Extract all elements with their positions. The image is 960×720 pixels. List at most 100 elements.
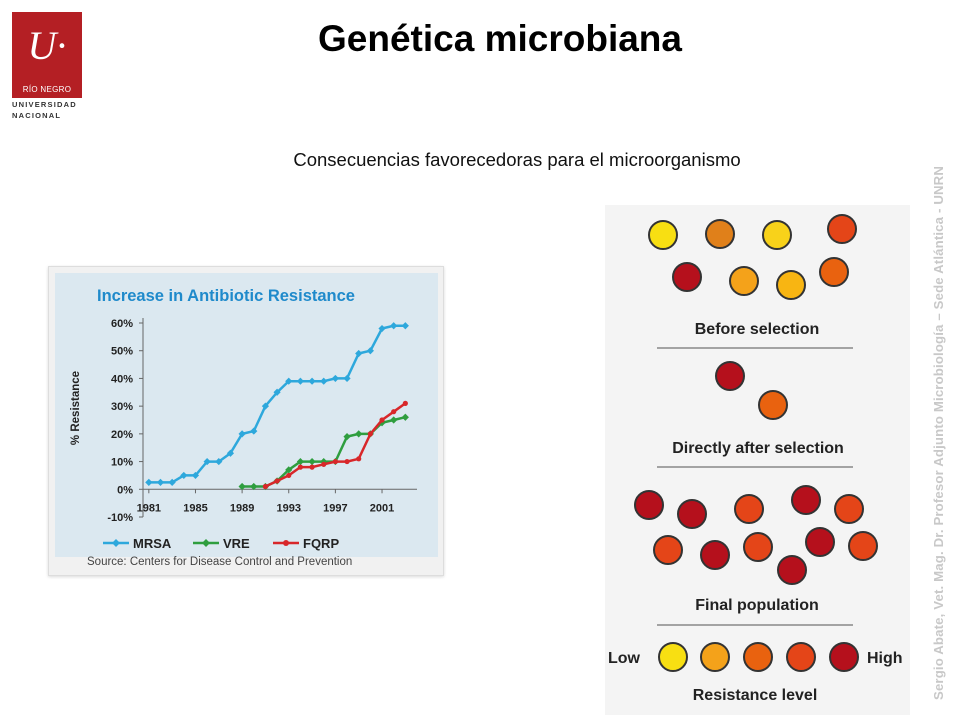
- cell: [762, 220, 792, 250]
- y-tick-label: 50%: [111, 346, 133, 358]
- data-point-fqrp: [367, 431, 373, 437]
- cell: [734, 494, 764, 524]
- data-point-mrsa: [296, 377, 305, 385]
- y-tick-label: 10%: [111, 457, 133, 469]
- data-point-vre: [250, 482, 258, 491]
- logo-region-text: RÍO NEGRO: [22, 85, 72, 94]
- data-point-mrsa: [401, 322, 409, 330]
- data-point-vre: [378, 419, 386, 427]
- label-resistance-level: Resistance level: [693, 687, 818, 704]
- x-tick-label: 2001: [370, 502, 394, 514]
- data-point-vre: [401, 413, 409, 421]
- data-point-vre: [390, 416, 398, 424]
- chart-background: Increase in Antibiotic Resistance 60% 50%…: [55, 273, 438, 557]
- cell: [848, 531, 878, 561]
- data-point-fqrp: [332, 458, 338, 465]
- cell: [827, 214, 857, 244]
- author-side-text: Sergio Abate, Vet. Mag. Dr. Profesor Adj…: [931, 165, 946, 700]
- antibiotic-resistance-chart: Increase in Antibiotic Resistance 60% 50%…: [48, 266, 444, 576]
- cell: [819, 257, 849, 287]
- slide-subtitle: Consecuencias favorecedoras para el micr…: [293, 149, 741, 170]
- cell: [791, 485, 821, 515]
- y-tick-label: 20%: [111, 429, 133, 441]
- cell: [729, 266, 759, 296]
- scale-cell-2: [700, 642, 730, 672]
- data-point-fqrp: [356, 456, 362, 462]
- scale-cell-3: [743, 642, 773, 672]
- data-point-fqrp: [274, 478, 280, 484]
- cell: [776, 270, 806, 300]
- data-point-fqrp: [344, 458, 350, 465]
- data-point-fqrp: [379, 417, 385, 423]
- data-point-mrsa: [355, 349, 363, 358]
- legend-marker-mrsa: [112, 539, 120, 547]
- scale-cell-4: [786, 642, 816, 672]
- series-line-fqrp: [264, 402, 407, 488]
- legend-label-fqrp: FQRP: [303, 536, 339, 551]
- data-point-mrsa: [378, 324, 386, 333]
- cell: [672, 262, 702, 292]
- data-point-vre: [355, 430, 363, 438]
- cell: [653, 535, 683, 565]
- legend-label-mrsa: MRSA: [133, 536, 172, 551]
- logo-university-text: UNIVERSIDAD: [12, 100, 77, 109]
- selection-illustration: Before selection Directly after selectio…: [605, 205, 910, 715]
- cell: [634, 490, 664, 520]
- label-before-selection: Before selection: [695, 321, 819, 338]
- cell: [805, 527, 835, 557]
- data-point-fqrp: [321, 461, 327, 467]
- data-point-mrsa: [343, 374, 351, 383]
- cell: [705, 219, 735, 249]
- logo-nacional-text: NACIONAL: [12, 111, 62, 120]
- logo-mark-text: U·: [27, 23, 67, 68]
- label-low: Low: [608, 650, 641, 667]
- data-point-vre: [238, 482, 246, 491]
- data-point-vre: [308, 457, 316, 466]
- cell: [777, 555, 807, 585]
- y-axis-label: % Resistance: [70, 371, 82, 445]
- scale-cell-1: [658, 642, 688, 672]
- y-tick-label: 40%: [111, 373, 133, 385]
- legend-marker-vre: [202, 539, 210, 547]
- cell: [700, 540, 730, 570]
- label-final-population: Final population: [695, 597, 819, 614]
- data-point-mrsa: [320, 377, 328, 385]
- resistance-scale: [658, 642, 859, 672]
- after-selection-cells: [715, 361, 788, 420]
- x-tick-label: 1989: [230, 502, 254, 514]
- cell: [743, 532, 773, 562]
- cell: [834, 494, 864, 524]
- label-high: High: [867, 650, 903, 667]
- data-point-mrsa: [366, 347, 374, 355]
- y-tick-label: 30%: [111, 401, 133, 413]
- x-tick-label: 1993: [277, 502, 301, 514]
- chart-title: Increase in Antibiotic Resistance: [97, 287, 355, 305]
- label-after-selection: Directly after selection: [672, 440, 844, 457]
- selection-svg: Before selection Directly after selectio…: [608, 214, 903, 704]
- series-line-vre: [242, 415, 406, 488]
- data-point-fqrp: [391, 409, 397, 415]
- cell: [648, 220, 678, 250]
- x-tick-label: 1981: [137, 502, 161, 514]
- data-point-mrsa: [390, 322, 398, 330]
- university-logo: U· RÍO NEGRO UNIVERSIDAD NACIONAL: [12, 12, 84, 124]
- data-point-mrsa: [145, 478, 153, 486]
- data-point-fqrp: [309, 464, 315, 470]
- data-point-mrsa: [308, 377, 316, 385]
- data-point-fqrp: [297, 464, 304, 470]
- y-tick-label: -10%: [107, 512, 133, 524]
- chart-source: Source: Centers for Disease Control and …: [87, 556, 353, 568]
- cell: [715, 361, 745, 391]
- data-point-mrsa: [156, 478, 165, 486]
- scale-cell-5: [829, 642, 859, 672]
- legend-marker-fqrp: [283, 540, 289, 546]
- legend-label-vre: VRE: [223, 536, 250, 551]
- final-population-cells: [634, 485, 878, 585]
- logo-mark: U· RÍO NEGRO: [12, 12, 82, 98]
- data-point-fqrp: [262, 483, 269, 490]
- y-tick-label: 0%: [117, 484, 133, 496]
- x-tick-label: 1997: [323, 502, 347, 514]
- slide-title: Genética microbiana: [318, 18, 682, 59]
- data-point-mrsa: [226, 449, 235, 457]
- before-selection-cells: [648, 214, 857, 300]
